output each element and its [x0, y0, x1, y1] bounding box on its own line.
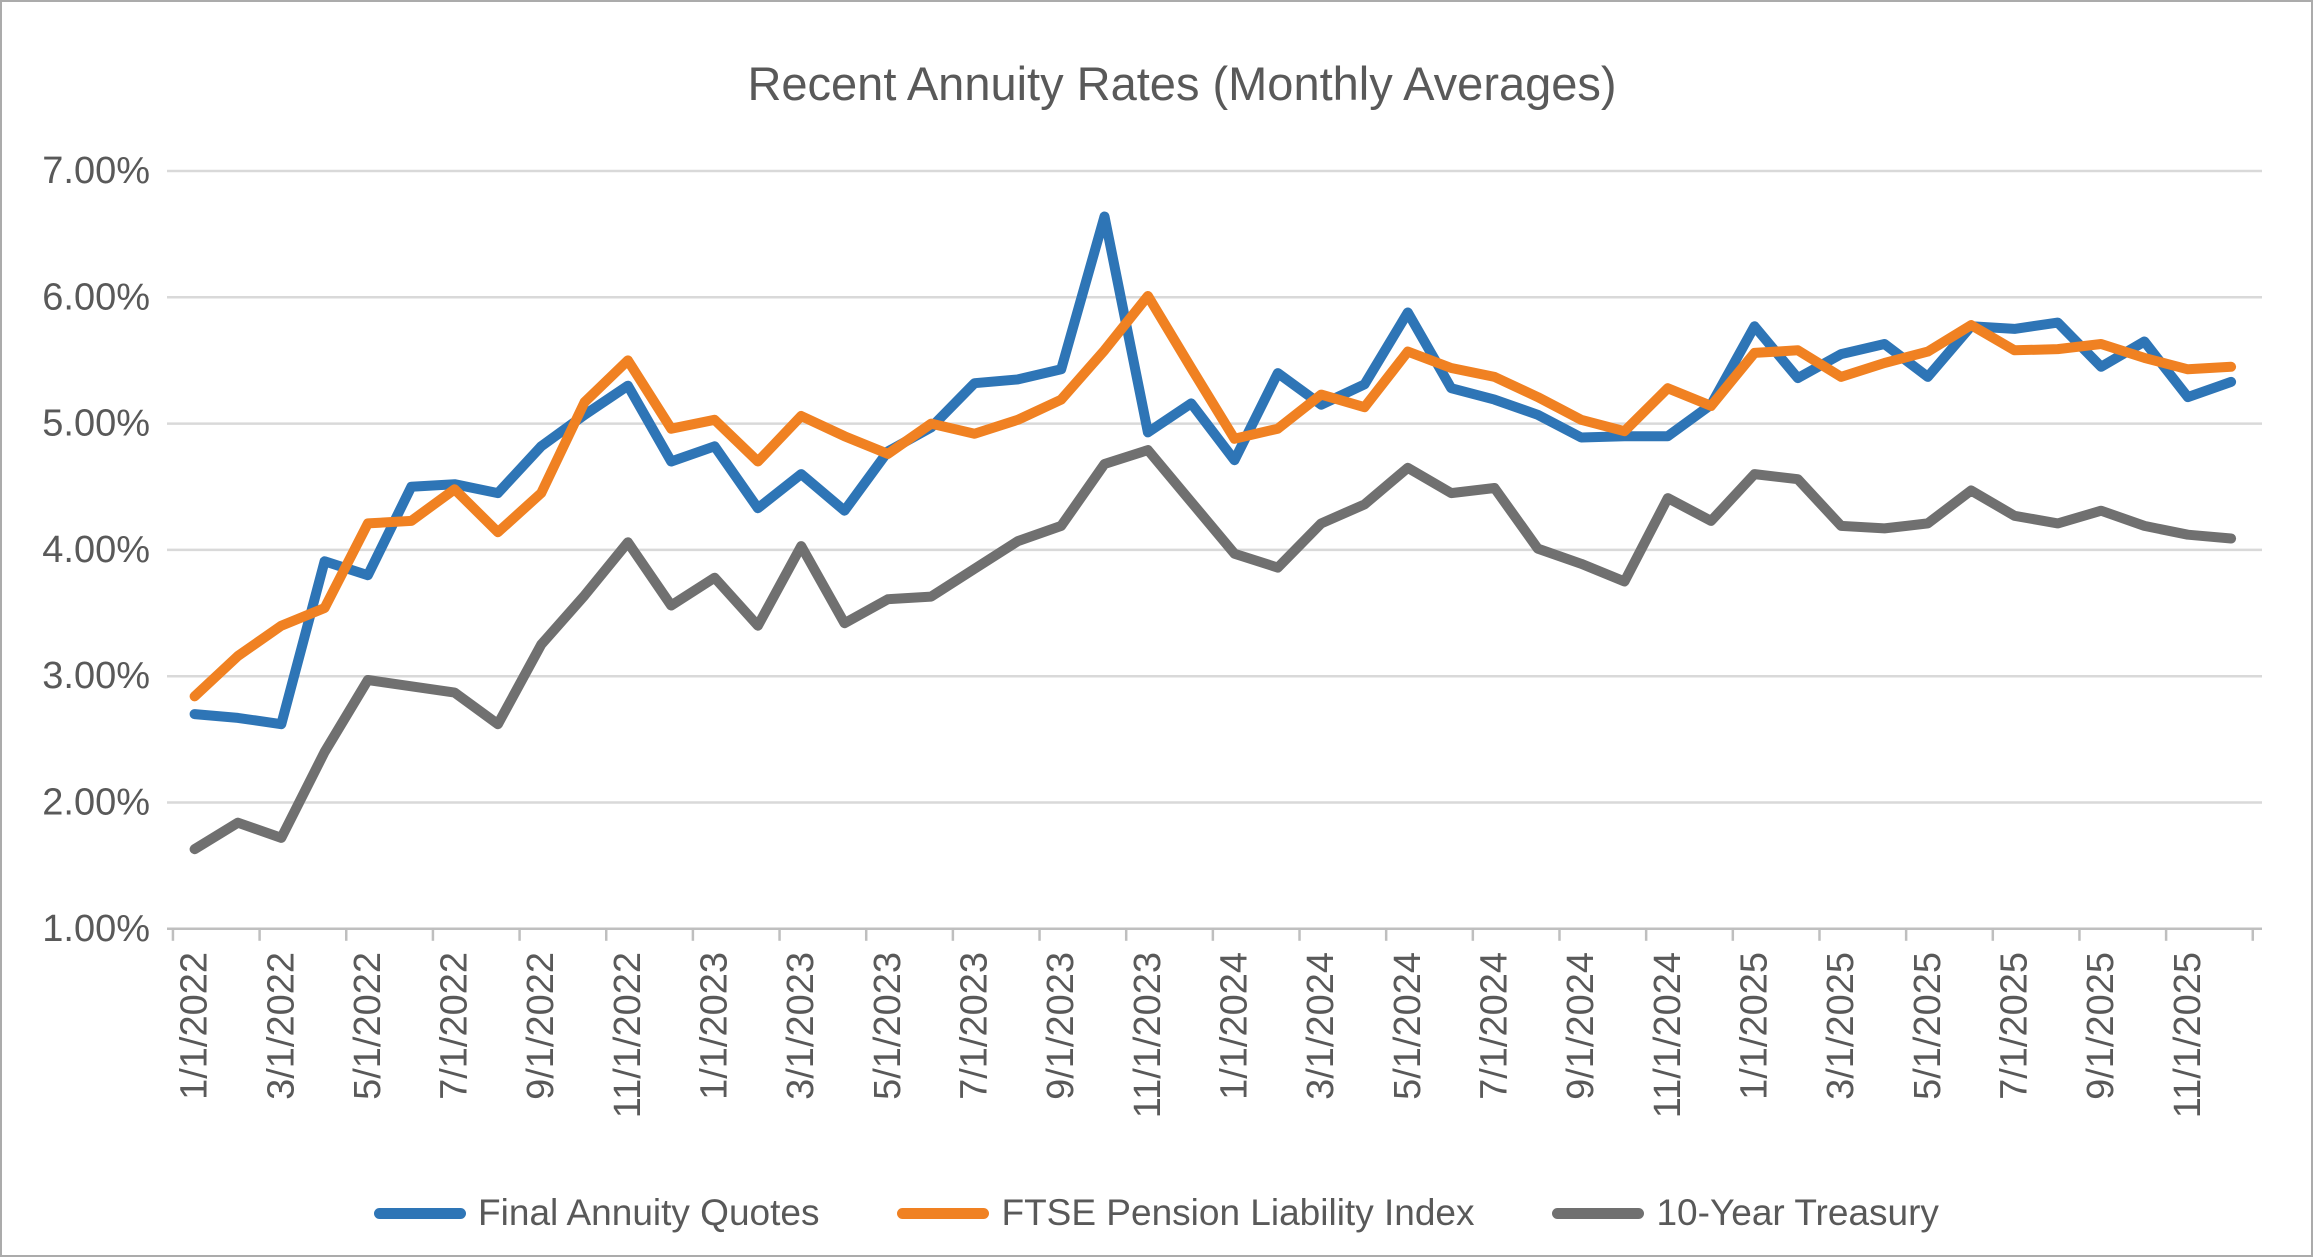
chart-title: Recent Annuity Rates (Monthly Averages) [747, 57, 1616, 110]
legend-item-ftse-pension-liability-index: FTSE Pension Liability Index [897, 1192, 1474, 1234]
x-tick-label: 11/1/2023 [1127, 952, 1169, 1118]
legend-label-final-annuity-quotes: Final Annuity Quotes [478, 1192, 820, 1233]
x-tick-label: 1/1/2025 [1733, 952, 1775, 1100]
y-tick-label: 6.00% [42, 276, 150, 318]
x-tick-label: 3/1/2023 [780, 952, 822, 1100]
x-tick-label: 5/1/2025 [1907, 952, 1949, 1100]
x-tick-label: 9/1/2022 [520, 952, 562, 1100]
y-tick-label: 7.00% [42, 150, 150, 192]
x-tick-label: 5/1/2023 [867, 952, 909, 1100]
series-line-10-year-treasury [189, 445, 2237, 855]
y-tick-label: 3.00% [42, 655, 150, 697]
x-tick-label: 1/1/2022 [174, 952, 216, 1100]
x-tick-label: 5/1/2022 [347, 952, 389, 1100]
series-lines [189, 211, 2237, 855]
y-tick-label: 2.00% [42, 782, 150, 824]
y-tick-label: 1.00% [42, 908, 150, 950]
legend-item-final-annuity-quotes: Final Annuity Quotes [374, 1192, 819, 1234]
x-tick-label: 3/1/2024 [1300, 952, 1342, 1100]
chart-legend: Final Annuity Quotes FTSE Pension Liabil… [0, 1186, 2313, 1240]
x-tick-label: 7/1/2024 [1474, 952, 1516, 1100]
y-tick-label: 4.00% [42, 529, 150, 571]
x-tick-label: 9/1/2024 [1560, 952, 1602, 1100]
x-tick-label: 1/1/2024 [1214, 952, 1256, 1100]
x-axis-labels: 1/1/2022 3/1/2022 5/1/2022 7/1/2022 9/1/2022… [174, 952, 2209, 1118]
legend-label-10-year-treasury: 10-Year Treasury [1656, 1192, 1939, 1233]
x-tick-label: 11/1/2022 [607, 952, 649, 1118]
series-line-final-annuity-quotes [189, 211, 2237, 730]
gridlines [167, 169, 2262, 931]
x-tick-label: 9/1/2025 [2080, 952, 2122, 1100]
x-tick-label: 9/1/2023 [1040, 952, 1082, 1100]
x-tick-label: 3/1/2022 [260, 952, 302, 1100]
x-tick-label: 3/1/2025 [1820, 952, 1862, 1100]
legend-swatch-10-year-treasury [1552, 1207, 1645, 1219]
x-tick-label: 1/1/2023 [694, 952, 736, 1100]
legend-swatch-ftse-pension-liability-index [897, 1207, 990, 1219]
legend-swatch-final-annuity-quotes [374, 1207, 467, 1219]
x-tick-label: 7/1/2022 [434, 952, 476, 1100]
x-tick-label: 5/1/2024 [1387, 952, 1429, 1100]
legend-item-10-year-treasury: 10-Year Treasury [1552, 1192, 1939, 1234]
x-tick-label: 7/1/2023 [954, 952, 996, 1100]
x-tick-label: 11/1/2025 [2167, 952, 2209, 1118]
legend-label-ftse-pension-liability-index: FTSE Pension Liability Index [1001, 1192, 1475, 1233]
y-axis-labels: 7.00% 6.00% 5.00% 4.00% 3.00% 2.00% 1.00% [42, 150, 150, 950]
x-tick-label: 11/1/2024 [1647, 952, 1689, 1118]
series-line-ftse-pension-liability-index [189, 291, 2237, 702]
axes [167, 927, 2262, 941]
x-tick-label: 7/1/2025 [1993, 952, 2035, 1100]
y-tick-label: 5.00% [42, 403, 150, 445]
